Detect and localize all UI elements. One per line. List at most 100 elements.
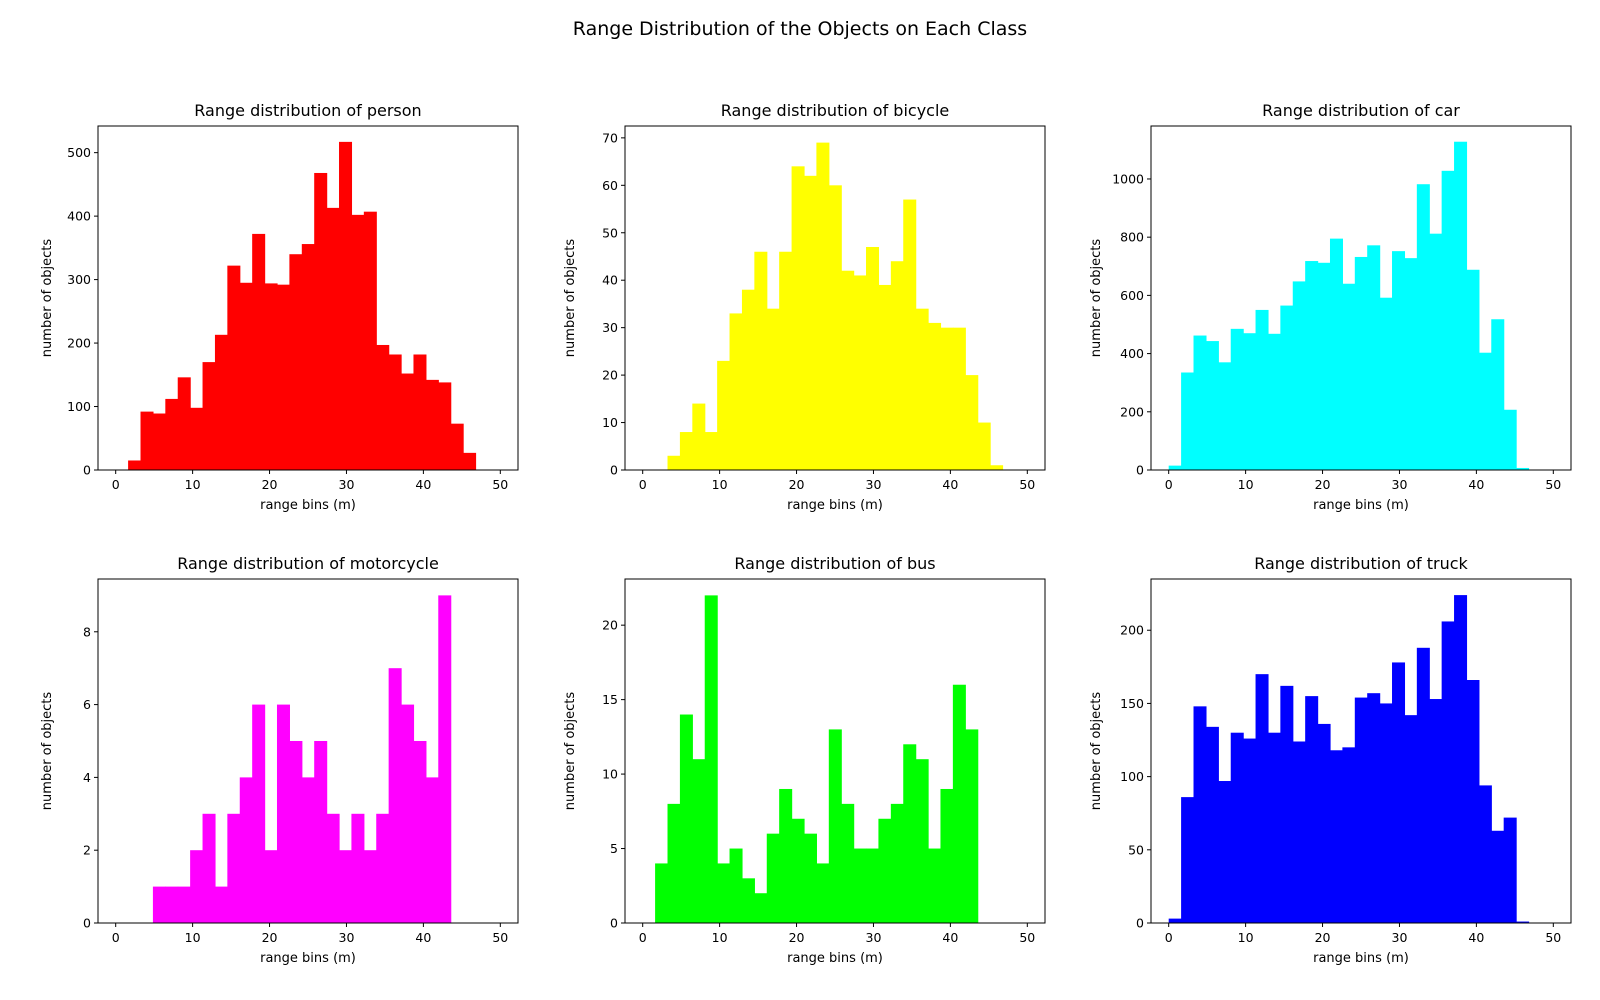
bar [729, 313, 743, 470]
bar [1503, 409, 1517, 470]
bar [655, 863, 669, 923]
bar [1454, 141, 1468, 470]
x-tick-label: 30 [339, 930, 355, 945]
y-tick-label: 20 [602, 618, 618, 633]
y-tick-label: 0 [83, 463, 91, 478]
x-tick-label: 20 [262, 477, 278, 492]
x-axis-label: range bins (m) [787, 951, 883, 966]
x-tick-label: 0 [1165, 930, 1173, 945]
y-tick-label: 200 [1120, 623, 1144, 638]
x-tick-label: 50 [1019, 477, 1035, 492]
bar [326, 813, 340, 923]
bar [952, 684, 966, 923]
bar [438, 595, 452, 923]
bar [841, 270, 855, 470]
x-tick-label: 10 [1238, 477, 1254, 492]
x-tick-label: 0 [1165, 477, 1173, 492]
bar [1342, 283, 1356, 470]
bar [1466, 680, 1480, 923]
y-tick-label: 4 [83, 770, 91, 785]
x-tick-label: 0 [639, 477, 647, 492]
bar [928, 848, 942, 923]
y-tick-label: 15 [602, 692, 618, 707]
bar [1416, 184, 1430, 470]
bar [717, 360, 731, 470]
bar [1516, 467, 1530, 470]
bar [965, 375, 979, 470]
bar [1342, 747, 1356, 923]
bar [1267, 333, 1281, 470]
bar [878, 284, 892, 470]
bar [1466, 269, 1480, 470]
bar [1205, 341, 1219, 470]
bar [1441, 170, 1455, 470]
y-tick-label: 500 [67, 145, 91, 160]
bar [1367, 245, 1381, 470]
y-tick-label: 70 [602, 130, 618, 145]
bar [1329, 238, 1343, 470]
bar [890, 261, 904, 470]
bar [1305, 261, 1319, 470]
bar [339, 141, 353, 470]
bar [1218, 362, 1232, 470]
bar [766, 833, 780, 923]
bar [853, 275, 867, 470]
x-tick-label: 30 [339, 477, 355, 492]
y-tick-label: 0 [83, 916, 91, 931]
bar [704, 432, 718, 470]
bar [1168, 465, 1182, 470]
bar [140, 411, 154, 470]
x-tick-label: 20 [1315, 477, 1331, 492]
x-axis-label: range bins (m) [1313, 498, 1409, 513]
bar [766, 308, 780, 470]
y-tick-label: 6 [83, 697, 91, 712]
bar [289, 254, 303, 470]
bar [190, 850, 204, 923]
bar [1392, 251, 1406, 470]
bar [741, 878, 755, 923]
bar [363, 850, 377, 923]
bar [165, 886, 179, 923]
y-tick-label: 40 [602, 273, 618, 288]
bar [1454, 595, 1468, 923]
bar [1317, 262, 1331, 470]
x-tick-label: 30 [866, 930, 882, 945]
bar [816, 142, 830, 471]
bar [239, 777, 253, 923]
plot-frame [97, 125, 519, 471]
bar [202, 813, 216, 923]
bar [1230, 328, 1244, 470]
bar [779, 788, 793, 923]
bar [915, 759, 929, 923]
bar [1429, 699, 1443, 923]
plot-frame [1150, 578, 1572, 924]
bar [977, 422, 991, 470]
x-tick-label: 50 [1545, 477, 1561, 492]
bar [853, 848, 867, 923]
y-tick-label: 800 [1120, 230, 1144, 245]
bar [239, 282, 253, 470]
bar [264, 850, 278, 923]
bar [388, 668, 402, 923]
x-axis-label: range bins (m) [1313, 951, 1409, 966]
y-tick-label: 400 [1120, 346, 1144, 361]
bar [1416, 647, 1430, 923]
x-tick-label: 10 [185, 477, 201, 492]
bar [990, 465, 1004, 470]
bar [165, 398, 179, 470]
bar [791, 166, 805, 470]
bar [1243, 333, 1257, 470]
bar [1205, 726, 1219, 923]
bar [177, 886, 191, 923]
bar [1329, 750, 1343, 923]
y-tick-label: 100 [67, 399, 91, 414]
bar [450, 423, 464, 470]
bar [326, 207, 340, 470]
x-tick-label: 20 [262, 930, 278, 945]
bar [413, 354, 427, 470]
bar [227, 813, 241, 923]
x-tick-label: 30 [1392, 477, 1408, 492]
bar [1392, 662, 1406, 923]
bar [1267, 732, 1281, 923]
bar [376, 813, 390, 923]
